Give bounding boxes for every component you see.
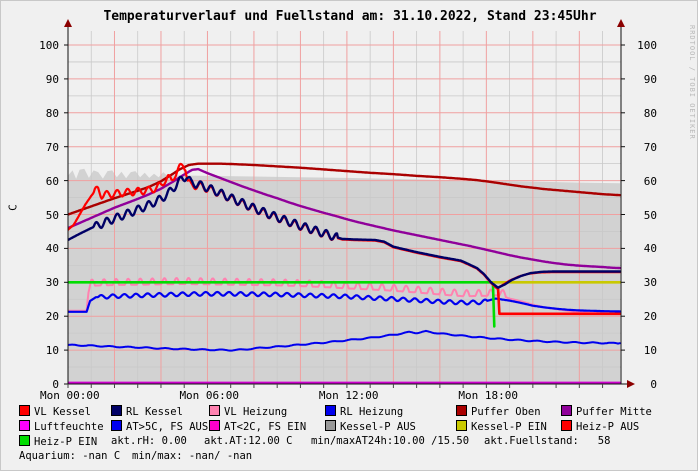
legend-item: Kessel-P EIN — [456, 420, 547, 433]
legend-item: Kessel-P AUS — [325, 420, 416, 433]
series-puffer-mitte — [68, 167, 622, 270]
legend-label: RL Heizung — [340, 406, 404, 418]
legend-label: Heiz-P EIN — [34, 436, 98, 448]
y-tick-label: 10 — [643, 344, 657, 358]
y-tick-label: 70 — [45, 140, 59, 154]
legend-text: akt.AT:12.00 C — [204, 435, 293, 447]
series-heiz-p-ein — [68, 281, 496, 328]
legend-swatch — [111, 420, 122, 431]
legend-label: Kessel-P AUS — [340, 421, 416, 433]
series-heiz-p-aus — [496, 286, 622, 316]
legend-label: Kessel-P EIN — [471, 421, 547, 433]
legend-swatch — [325, 420, 336, 431]
y-tick-label: 0 — [52, 378, 59, 391]
y-tick-label: 90 — [643, 72, 657, 86]
legend-swatch — [19, 435, 30, 446]
chart-title: Temperaturverlauf und Fuellstand am: 31.… — [103, 9, 597, 24]
legend-label: min/maxAT24h:10.00 /15.50 — [311, 435, 470, 447]
legend-swatch — [209, 405, 220, 416]
legend-text: min/max: -nan/ -nan — [132, 450, 252, 462]
series-rl-heizung — [68, 290, 622, 313]
legend-label: min/max: -nan/ -nan — [132, 450, 253, 462]
axes — [64, 19, 635, 388]
series-at-aussentemperatur-at-5c-fs-aus- — [68, 329, 621, 352]
legend-item: Puffer Oben — [456, 405, 541, 418]
legend-text: Aquarium: -nan C — [19, 450, 120, 462]
legend-text: min/maxAT24h:10.00 /15.50 — [311, 435, 469, 447]
legend-swatch — [19, 405, 30, 416]
legend-swatch — [456, 405, 467, 416]
y-tick-label: 30 — [45, 276, 59, 290]
y-tick-label: 80 — [45, 106, 59, 120]
legend-item: AT>5C, FS AUS — [111, 420, 208, 433]
x-tick-label: Mon 00:00 — [40, 389, 100, 402]
fill-level-area — [68, 168, 620, 384]
y-tick-label: 80 — [643, 106, 657, 120]
legend-swatch — [561, 405, 572, 416]
y-tick-label: 30 — [643, 276, 657, 290]
y-tick-label: 10 — [45, 344, 59, 358]
legend-label: Puffer Oben — [471, 406, 541, 418]
legend-label: Aquarium: -nan C — [19, 450, 121, 462]
x-tick-label: Mon 18:00 — [458, 389, 518, 402]
y-tick-label: 40 — [643, 242, 657, 256]
y-tick-label: 100 — [637, 39, 657, 52]
legend-item: Luftfeuchte — [19, 420, 104, 433]
y-tick-label: 40 — [45, 242, 59, 256]
series-rl-kessel — [68, 175, 622, 289]
y-tick-label: 20 — [45, 310, 59, 324]
legend-swatch — [456, 420, 467, 431]
y-tick-label: 90 — [45, 72, 59, 86]
legend-item: RL Kessel — [111, 405, 183, 418]
y-tick-label: 50 — [45, 208, 59, 222]
y-tick-label: 50 — [643, 208, 657, 222]
legend-swatch — [111, 405, 122, 416]
legend-swatch — [19, 420, 30, 431]
legend-text: akt.Fuellstand: 58 — [484, 435, 610, 447]
legend-label: akt.rH: 0.00 — [111, 435, 187, 447]
legend-item: VL Heizung — [209, 405, 287, 418]
legend-label: AT<2C, FS EIN — [224, 421, 307, 433]
legend-text: akt.rH: 0.00 — [111, 435, 187, 447]
y-tick-label: 60 — [45, 174, 59, 188]
legend-swatch — [209, 420, 220, 431]
legend-label: VL Kessel — [34, 406, 91, 418]
x-tick-label: Mon 12:00 — [318, 389, 379, 402]
legend-label: Puffer Mitte — [576, 406, 652, 418]
y-tick-label: 20 — [643, 310, 657, 324]
legend-item: Puffer Mitte — [561, 405, 652, 418]
legend-item: Heiz-P EIN — [19, 435, 97, 448]
y-tick-label: 70 — [643, 140, 657, 154]
legend-label: RL Kessel — [126, 406, 183, 418]
legend-label: VL Heizung — [224, 406, 288, 418]
legend-swatch — [561, 420, 572, 431]
y-tick-label: 100 — [39, 39, 59, 52]
y-tick-label: 0 — [650, 378, 657, 391]
legend-label: akt.Fuellstand: 58 — [484, 435, 611, 447]
legend-label: Luftfeuchte — [34, 421, 104, 433]
y-tick-label: 60 — [643, 174, 657, 188]
legend-label: akt.AT:12.00 C — [204, 435, 293, 447]
legend-swatch — [325, 405, 336, 416]
legend-item: AT<2C, FS EIN — [209, 420, 306, 433]
legend-item: VL Kessel — [19, 405, 91, 418]
x-tick-label: Mon 06:00 — [179, 389, 240, 402]
legend-item: Heiz-P AUS — [561, 420, 639, 433]
rrdtool-watermark: RRDTOOL / TOBI OETIKER — [688, 25, 696, 140]
legend-label: Heiz-P AUS — [576, 421, 640, 433]
legend-item: RL Heizung — [325, 405, 403, 418]
legend-label: AT>5C, FS AUS — [126, 421, 209, 433]
